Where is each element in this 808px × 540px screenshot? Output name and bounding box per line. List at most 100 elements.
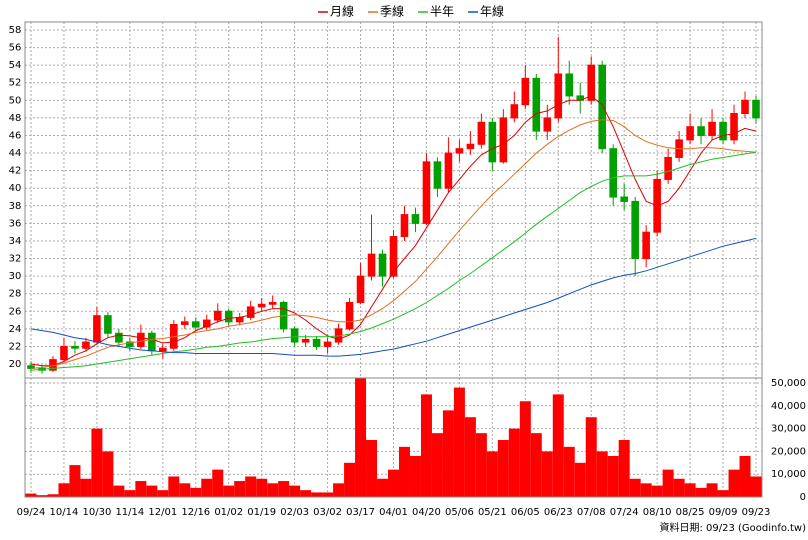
y2-tick-label: 0 [800,492,806,503]
volume-bar [223,485,235,497]
candle-body [532,77,541,132]
candle-body [719,121,727,141]
y-tick-label: 32 [9,254,22,265]
candle-body [290,328,299,343]
volume-frame [24,377,763,498]
volume-bar [728,469,740,497]
candle-body [93,315,101,343]
volume-bar [673,478,685,497]
candle-body [345,301,354,330]
volume-bar [475,433,487,497]
candle-body [554,73,563,119]
y-tick-label: 30 [9,271,22,282]
y-tick-label: 20 [9,359,22,370]
candle-body [27,365,35,369]
volume-bar [58,483,70,497]
volume-bar [431,433,443,497]
candle-body [686,126,694,141]
volume-bar [36,495,48,497]
y-tick-label: 22 [9,341,22,352]
candle-body [213,310,222,321]
candle-body [191,321,200,328]
y2-tick-label: 30,000 [771,424,806,435]
volume-bar [574,462,586,497]
candle-body [730,113,738,141]
y-tick-label: 44 [9,148,22,159]
volume-bar [135,481,147,497]
volume-bar [344,462,356,497]
volume-bar [750,476,762,497]
candle-body [60,345,68,361]
candle-body [312,338,321,347]
volume-bar [388,469,399,497]
y-tick-label: 54 [9,60,22,71]
volume-bar [102,451,114,497]
x-tick-label: 02/03 [280,507,309,518]
candle-body [587,64,596,101]
x-tick-label: 05/06 [445,507,474,518]
y-tick-label: 56 [9,43,22,54]
volume-bar [113,485,125,497]
volume-bar [662,469,674,497]
volume-bar [629,478,641,497]
candle-body [565,73,574,97]
candle-body [246,306,255,318]
volume-bar [377,478,389,497]
candle-body [664,156,672,180]
volume-bar [322,492,334,497]
ma-line [30,237,757,357]
legend-label: 年線 [480,4,504,19]
x-tick-label: 07/24 [610,507,639,518]
candle-body [180,321,189,325]
candle-body [235,316,244,323]
volume-bar [146,485,158,497]
volume-bar [563,446,575,497]
volume-bar [234,481,246,497]
legend-label: 月線 [330,4,354,19]
volume-bar [69,465,81,497]
candle-body [389,236,398,277]
candle-body [521,77,530,106]
volume-bar [585,417,597,497]
x-tick-label: 12/01 [148,507,177,518]
x-tick-label: 08/10 [643,507,672,518]
x-tick-label: 01/19 [247,507,276,518]
x-tick-label: 09/23 [742,507,771,518]
candle-body [433,161,442,189]
y-tick-label: 48 [9,113,22,124]
legend: 月線 季線 半年 年線 [318,4,504,19]
candle-body [411,214,420,224]
y2-tick-label: 40,000 [771,401,806,412]
volume-bar [706,483,718,497]
x-tick-label: 04/01 [379,507,408,518]
candle-body [159,347,167,352]
legend-label: 半年 [430,5,454,19]
volume-bar [519,401,531,497]
candle-body [71,345,79,349]
candle-body [224,310,233,323]
candle-body [620,196,628,202]
y-tick-label: 36 [9,218,22,229]
candle-body [126,341,134,347]
volume-bar [552,394,564,497]
volume-bar [618,440,630,497]
volume-bar [212,469,224,497]
x-tick-label: 11/14 [115,507,144,518]
candle-body [642,231,650,260]
candle-body [356,275,365,303]
y-tick-label: 58 [9,25,22,36]
x-tick-label: 04/20 [412,507,441,518]
x-tick-label: 09/09 [709,507,738,518]
x-tick-label: 09/24 [17,507,46,518]
candle-body [741,99,749,115]
volume-bar [695,487,707,497]
volume-bar [190,487,202,497]
volume-bar [684,483,696,497]
volume-bar [453,387,465,497]
candle-body [708,121,716,136]
volume-bar [464,417,476,497]
volume-bar [607,455,619,497]
y2-tick-label: 50,000 [771,378,806,389]
candle-body [752,99,760,119]
x-tick-label: 03/17 [346,507,375,518]
